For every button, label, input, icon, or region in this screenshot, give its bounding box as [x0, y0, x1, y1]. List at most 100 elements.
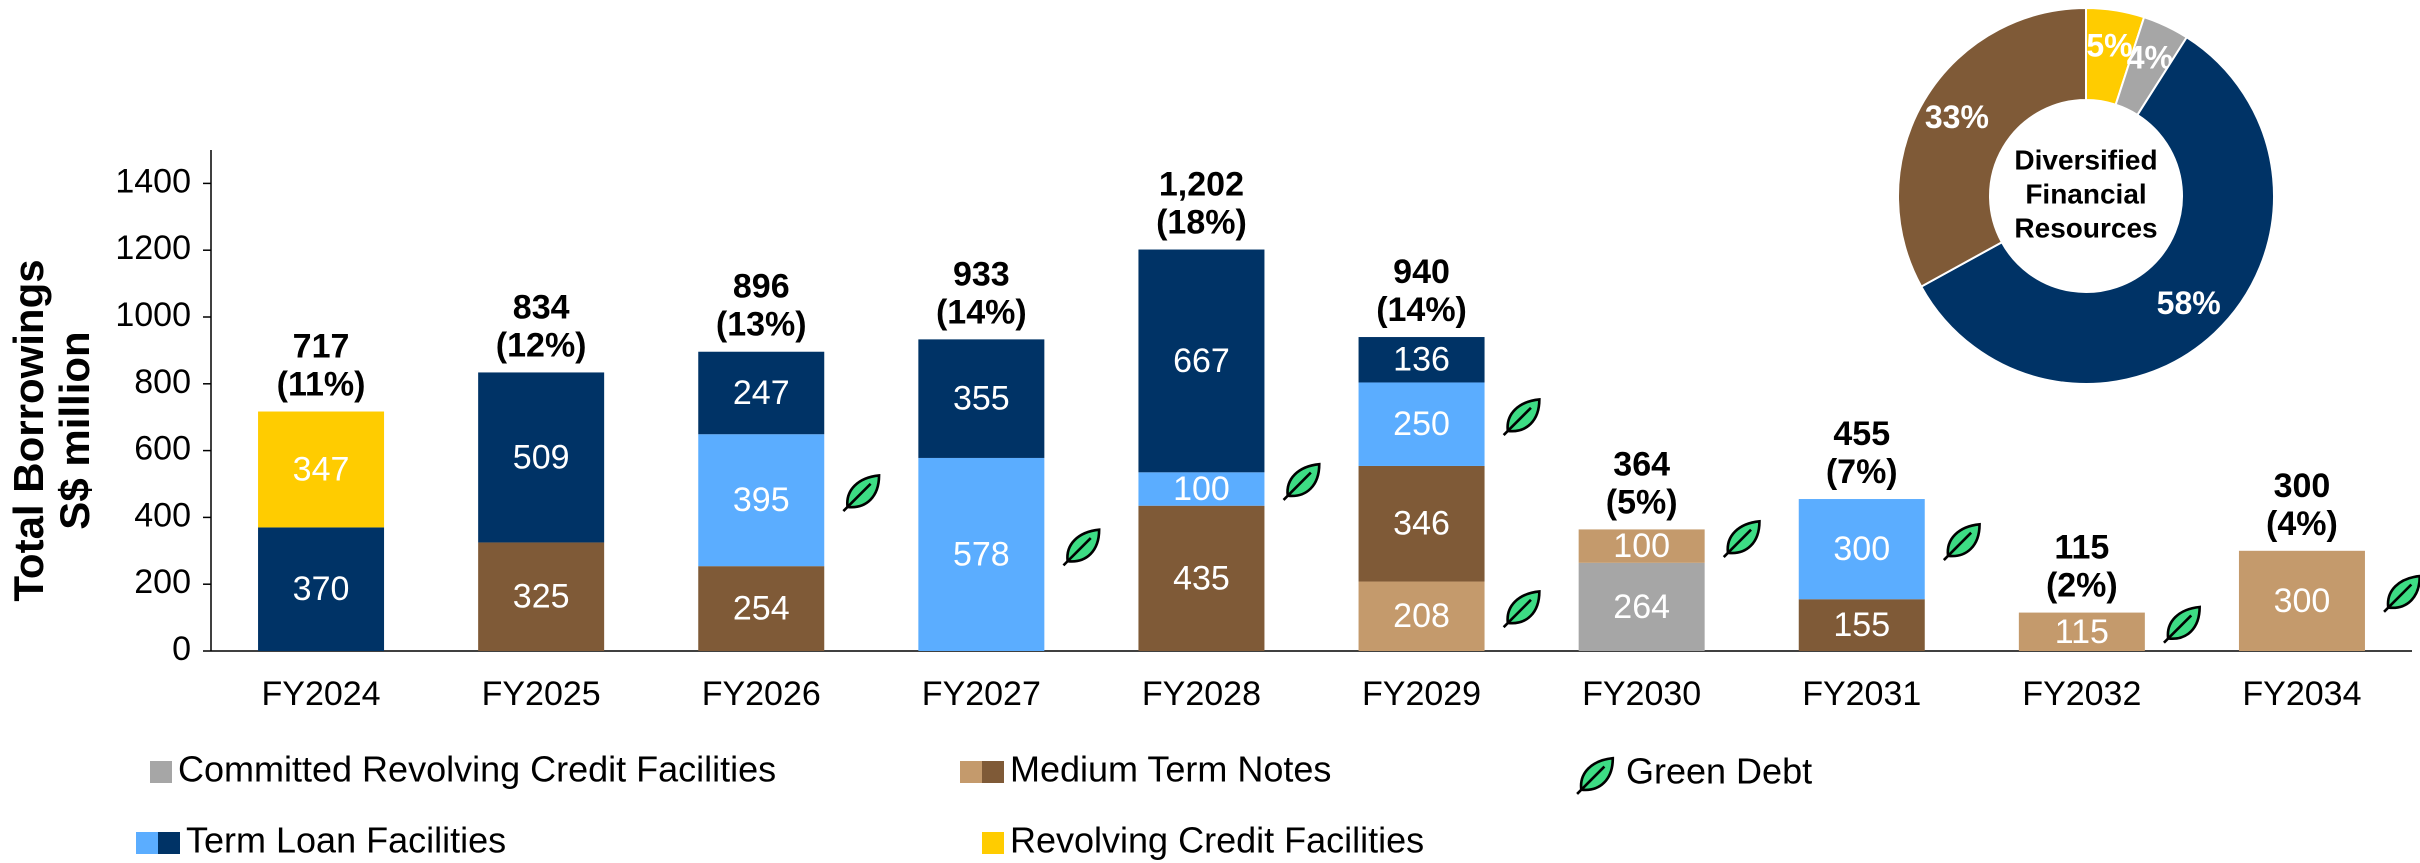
segment-label: 208 — [1393, 597, 1450, 635]
legend-label: Green Debt — [1626, 751, 1812, 792]
leaf-vein — [1062, 537, 1092, 567]
segment-label: 136 — [1393, 341, 1450, 379]
green-debt-icon — [1722, 519, 1761, 558]
bar-segment — [1798, 599, 1925, 651]
legend-label: Revolving Credit Facilities — [1010, 820, 1424, 861]
share-label: (4%) — [2266, 505, 2338, 543]
leaf-vein — [1722, 528, 1752, 558]
total-label: 834 — [513, 288, 570, 326]
bar-segment — [1138, 505, 1265, 651]
x-tick-label: FY2029 — [1362, 675, 1481, 713]
legend-label: Medium Term Notes — [1010, 749, 1331, 790]
total-label: 717 — [293, 328, 350, 366]
segment-label: 264 — [1613, 588, 1670, 626]
slice-label: 5% — [2086, 27, 2132, 63]
donut-center-label: Resources — [2014, 212, 2157, 243]
segment-label: 254 — [733, 590, 790, 628]
y-tick-label: 1200 — [115, 229, 191, 267]
bar-segment — [1578, 562, 1705, 651]
x-tick-label: FY2025 — [482, 675, 601, 713]
bar-segment — [1358, 382, 1485, 466]
share-label: (7%) — [1826, 453, 1898, 491]
green-debt-icon — [1502, 590, 1541, 629]
total-label: 115 — [2054, 529, 2109, 567]
share-label: (12%) — [496, 326, 587, 364]
segment-label: 667 — [1173, 342, 1230, 380]
green-debt-icon — [1502, 397, 1541, 437]
segment-label: 115 — [2055, 613, 2109, 651]
total-label: 364 — [1613, 445, 1670, 483]
donut-center-label: Financial — [2025, 178, 2146, 209]
legend-swatch — [136, 832, 158, 854]
bar-segment — [698, 566, 825, 651]
green-debt-icon — [1576, 756, 1615, 795]
total-label: 933 — [953, 255, 1010, 293]
y-tick-label: 1400 — [115, 162, 191, 200]
segment-label: 100 — [1613, 527, 1670, 565]
x-tick-label: FY2034 — [2242, 675, 2361, 713]
segment-label: 346 — [1393, 505, 1450, 543]
bar-segment — [1138, 249, 1265, 473]
segment-label: 300 — [2274, 582, 2331, 620]
slice-label: 58% — [2157, 285, 2221, 321]
y-tick-label: 800 — [134, 363, 191, 401]
legend-swatch — [960, 761, 982, 783]
donut-slice — [1919, 35, 2275, 385]
segment-label: 395 — [733, 481, 790, 519]
leaf-vein — [842, 482, 872, 513]
segment-label: 300 — [1833, 530, 1890, 568]
x-tick-label: FY2028 — [1142, 675, 1261, 713]
y-tick-label: 400 — [134, 496, 191, 534]
legend-swatch — [982, 832, 1004, 854]
green-debt-icon — [1282, 462, 1321, 501]
share-label: (13%) — [716, 306, 807, 344]
bar-segment — [1358, 581, 1485, 651]
y-tick-label: 1000 — [115, 296, 191, 334]
share-label: (14%) — [1376, 291, 1467, 329]
x-tick-label: FY2024 — [262, 675, 381, 713]
bar-segment — [698, 351, 825, 435]
leaf-vein — [1576, 765, 1606, 795]
segment-label: 100 — [1173, 470, 1230, 508]
green-debt-icon — [2383, 574, 2420, 613]
leaf-vein — [2163, 614, 2193, 644]
segment-label: 347 — [293, 450, 350, 488]
segment-label: 155 — [1833, 606, 1890, 644]
donut-slice — [1897, 6, 2087, 288]
segment-label: 247 — [733, 374, 790, 412]
legend-swatch — [150, 761, 172, 783]
leaf-vein — [1502, 598, 1532, 629]
segment-label: 355 — [953, 380, 1010, 418]
share-label: (5%) — [1606, 483, 1678, 521]
x-tick-label: FY2030 — [1582, 675, 1701, 713]
segment-label: 435 — [1173, 559, 1230, 597]
green-debt-icon — [2163, 605, 2201, 644]
bar-segment — [2238, 550, 2365, 651]
bar-segment — [478, 542, 605, 651]
bar-segment — [1358, 337, 1485, 383]
leaf-vein — [1942, 531, 1973, 561]
bar-segment — [1578, 529, 1705, 563]
x-tick-label: FY2027 — [922, 675, 1041, 713]
bar-segment — [1138, 472, 1265, 506]
bar-segment — [1798, 499, 1925, 600]
segment-label: 509 — [513, 438, 570, 476]
donut-center-label: Diversified — [2014, 144, 2157, 175]
y-tick-label: 200 — [134, 563, 191, 601]
x-tick-label: FY2031 — [1802, 675, 1921, 713]
y-axis-label: Total Borrowings — [5, 259, 52, 601]
y-tick-label: 600 — [134, 430, 191, 468]
legend-label: Committed Revolving Credit Facilities — [178, 749, 776, 790]
leaf-vein — [1502, 406, 1532, 437]
green-debt-icon — [1942, 522, 1981, 561]
total-label: 300 — [2274, 467, 2331, 505]
segment-label: 370 — [293, 570, 350, 608]
legend-label: Term Loan Facilities — [186, 820, 506, 861]
bar-segment — [1358, 465, 1485, 582]
segment-label: 578 — [953, 535, 1010, 573]
y-tick-label: 0 — [172, 630, 191, 668]
bar-segment — [478, 372, 605, 543]
legend-swatch — [982, 761, 1004, 783]
leaf-vein — [1282, 471, 1312, 501]
leaf-vein — [2383, 583, 2413, 613]
